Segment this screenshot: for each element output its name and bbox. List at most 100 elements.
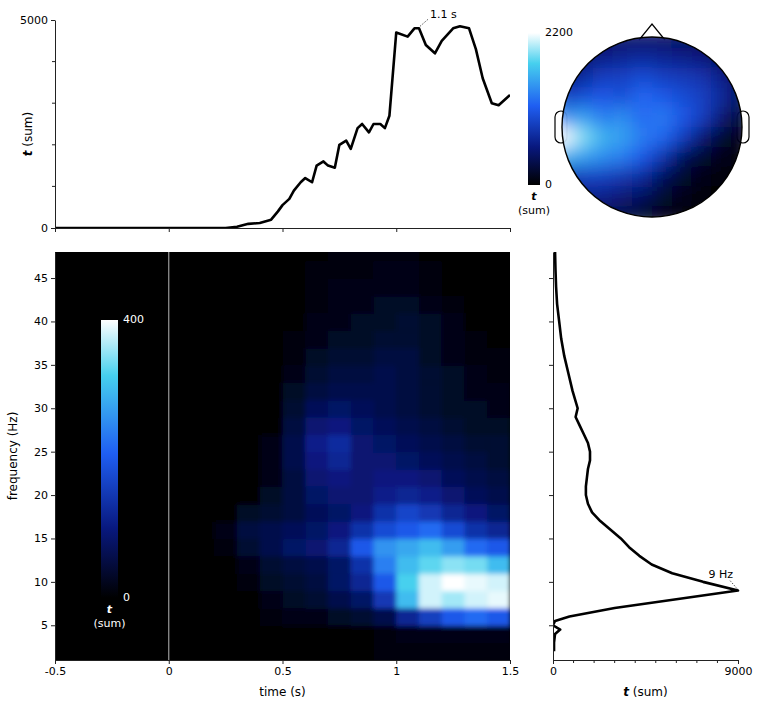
cell (169, 330, 192, 348)
cell (55, 278, 78, 296)
cell (351, 538, 374, 556)
tick: 5 (41, 619, 55, 632)
y-axis-title: frequency (Hz) (6, 412, 20, 501)
cell (305, 625, 328, 643)
cell (169, 347, 192, 365)
cell (192, 452, 215, 470)
topomap-cell (632, 147, 652, 167)
minor-tick (52, 186, 55, 187)
cell (419, 347, 442, 365)
cell (55, 591, 78, 609)
cell (465, 643, 488, 660)
topomap-cell (553, 206, 573, 226)
cell (419, 434, 442, 452)
tick-mark (549, 408, 553, 409)
cell (442, 417, 465, 435)
tick-label: 5 (41, 619, 48, 632)
tick-label: 0 (41, 222, 48, 235)
colorbar-scale (101, 320, 118, 598)
cell (351, 434, 374, 452)
cell (487, 538, 510, 556)
tick: 30 (34, 402, 55, 415)
tick (549, 495, 553, 496)
cell (260, 452, 283, 470)
topomap-cell (692, 87, 712, 107)
topomap-cell (632, 48, 652, 68)
minor-tick (614, 660, 615, 663)
tick-label: -0.5 (45, 665, 66, 678)
cell (123, 400, 146, 418)
cell (169, 521, 192, 539)
cell (146, 469, 169, 487)
cell (146, 608, 169, 626)
y-axis-title: t(sum) (21, 112, 35, 156)
cell (487, 382, 510, 400)
cell (465, 504, 488, 522)
cell (283, 469, 306, 487)
tick (169, 228, 170, 232)
topomap-cell (612, 107, 632, 127)
topomap-cell (593, 87, 613, 107)
cell (283, 313, 306, 331)
cell (169, 591, 192, 609)
cell (328, 625, 351, 643)
cell (146, 278, 169, 296)
cell (146, 556, 169, 574)
cell (237, 382, 260, 400)
cell (146, 400, 169, 418)
tick-mark (51, 625, 55, 626)
cell (396, 538, 419, 556)
cell (487, 643, 510, 660)
cell (487, 434, 510, 452)
cell (305, 365, 328, 383)
cell (260, 591, 283, 609)
cell (442, 434, 465, 452)
cell (237, 538, 260, 556)
tick: 15 (34, 532, 55, 545)
cell (419, 556, 442, 574)
tick: 1 (393, 660, 400, 678)
cell (169, 252, 192, 261)
topomap-cell (612, 167, 632, 187)
cell (487, 625, 510, 643)
topomap-cell (692, 167, 712, 187)
cell (169, 452, 192, 470)
cell (55, 521, 78, 539)
cell (169, 400, 192, 418)
cell (283, 452, 306, 470)
cell (305, 400, 328, 418)
cell (442, 278, 465, 296)
cell (442, 556, 465, 574)
tick (283, 228, 284, 232)
cell (351, 252, 374, 261)
cell (374, 434, 397, 452)
cell (305, 469, 328, 487)
topomap-cell (731, 28, 751, 48)
cell (465, 486, 488, 504)
tick: 45 (34, 272, 55, 285)
cell (396, 504, 419, 522)
topomap-cell (672, 107, 692, 127)
cell (328, 504, 351, 522)
topomap-cell (692, 28, 712, 48)
tick-mark (510, 660, 511, 664)
cell (214, 486, 237, 504)
cell (78, 295, 101, 313)
cell (328, 486, 351, 504)
cell (214, 452, 237, 470)
cell (374, 538, 397, 556)
tick-label: 0 (166, 665, 173, 678)
cell (214, 538, 237, 556)
onset-line (168, 252, 169, 660)
cell (237, 434, 260, 452)
topomap-cell (612, 127, 632, 147)
cell (78, 417, 101, 435)
tick-mark (549, 625, 553, 626)
cell (169, 556, 192, 574)
cell (123, 313, 146, 331)
tick-mark (55, 228, 56, 232)
cell (146, 434, 169, 452)
topomap-cell (573, 186, 593, 206)
cell (374, 504, 397, 522)
axis-line (554, 660, 739, 661)
